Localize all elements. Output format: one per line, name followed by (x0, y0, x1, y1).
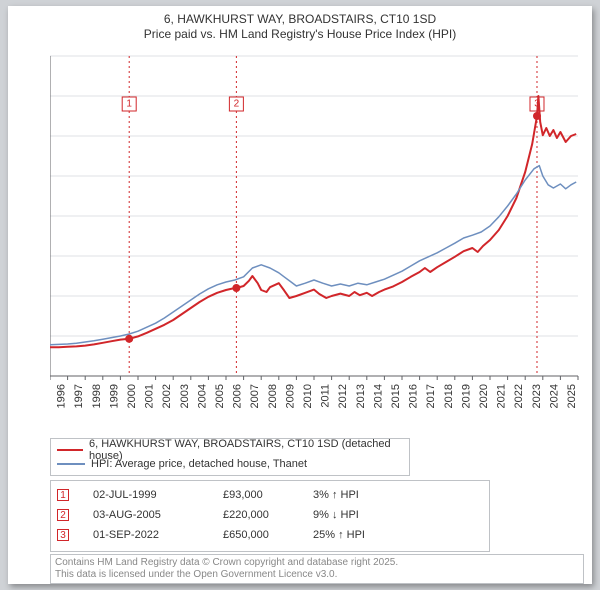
sale-vs-hpi: 3% ↑ HPI (313, 489, 359, 501)
svg-text:1998: 1998 (91, 384, 103, 408)
chart-svg: £0£100K£200K£300K£400K£500K£600K£700K£80… (50, 50, 584, 430)
svg-text:2009: 2009 (284, 384, 296, 408)
svg-text:2022: 2022 (513, 384, 525, 408)
sale-marker-badge: 1 (57, 489, 69, 501)
svg-text:2024: 2024 (548, 384, 560, 408)
svg-text:1997: 1997 (73, 384, 85, 408)
sale-date: 03-AUG-2005 (93, 509, 223, 521)
sale-vs-hpi: 9% ↓ HPI (313, 509, 359, 521)
svg-text:2019: 2019 (460, 384, 472, 408)
svg-text:2014: 2014 (372, 384, 384, 408)
sale-price: £650,000 (223, 529, 313, 541)
svg-text:2008: 2008 (267, 384, 279, 408)
sale-price: £93,000 (223, 489, 313, 501)
svg-text:2: 2 (234, 99, 240, 110)
sale-marker-badge: 2 (57, 509, 69, 521)
svg-text:2021: 2021 (496, 384, 508, 408)
svg-text:1999: 1999 (108, 384, 120, 408)
plot-area: £0£100K£200K£300K£400K£500K£600K£700K£80… (50, 50, 584, 390)
title-subtitle: Price paid vs. HM Land Registry's House … (8, 27, 592, 42)
svg-text:2001: 2001 (144, 384, 156, 408)
sale-vs-hpi: 25% ↑ HPI (313, 529, 365, 541)
svg-text:2000: 2000 (126, 384, 138, 408)
legend-swatch (57, 463, 85, 465)
svg-text:2013: 2013 (355, 384, 367, 408)
sale-price: £220,000 (223, 509, 313, 521)
svg-text:2020: 2020 (478, 384, 490, 408)
svg-text:2018: 2018 (443, 384, 455, 408)
svg-text:2025: 2025 (566, 384, 578, 408)
sales-row: 3 01-SEP-2022 £650,000 25% ↑ HPI (57, 525, 483, 545)
svg-text:2016: 2016 (408, 384, 420, 408)
svg-text:1: 1 (126, 99, 132, 110)
svg-text:1996: 1996 (56, 384, 68, 408)
svg-text:2012: 2012 (337, 384, 349, 408)
legend-item: 6, HAWKHURST WAY, BROADSTAIRS, CT10 1SD … (57, 443, 403, 457)
sale-marker-badge: 3 (57, 529, 69, 541)
attribution-line: Contains HM Land Registry data © Crown c… (55, 557, 579, 569)
svg-text:2017: 2017 (425, 384, 437, 408)
svg-text:2010: 2010 (302, 384, 314, 408)
title-address: 6, HAWKHURST WAY, BROADSTAIRS, CT10 1SD (8, 12, 592, 27)
sales-row: 1 02-JUL-1999 £93,000 3% ↑ HPI (57, 485, 483, 505)
svg-text:2007: 2007 (249, 384, 261, 408)
chart-card: 6, HAWKHURST WAY, BROADSTAIRS, CT10 1SD … (8, 6, 592, 584)
legend-label: HPI: Average price, detached house, Than… (91, 458, 307, 470)
sale-date: 02-JUL-1999 (93, 489, 223, 501)
legend: 6, HAWKHURST WAY, BROADSTAIRS, CT10 1SD … (50, 438, 410, 476)
svg-text:2011: 2011 (320, 384, 332, 408)
legend-swatch (57, 449, 83, 451)
svg-text:2006: 2006 (232, 384, 244, 408)
svg-text:2003: 2003 (179, 384, 191, 408)
svg-text:2004: 2004 (196, 384, 208, 408)
svg-text:2002: 2002 (161, 384, 173, 408)
svg-text:2023: 2023 (531, 384, 543, 408)
svg-text:2015: 2015 (390, 384, 402, 408)
chart-title: 6, HAWKHURST WAY, BROADSTAIRS, CT10 1SD … (8, 6, 592, 42)
sale-date: 01-SEP-2022 (93, 529, 223, 541)
attribution: Contains HM Land Registry data © Crown c… (50, 554, 584, 584)
attribution-line: This data is licensed under the Open Gov… (55, 569, 579, 581)
sales-row: 2 03-AUG-2005 £220,000 9% ↓ HPI (57, 505, 483, 525)
svg-text:2005: 2005 (214, 384, 226, 408)
sales-table: 1 02-JUL-1999 £93,000 3% ↑ HPI 2 03-AUG-… (50, 480, 490, 552)
